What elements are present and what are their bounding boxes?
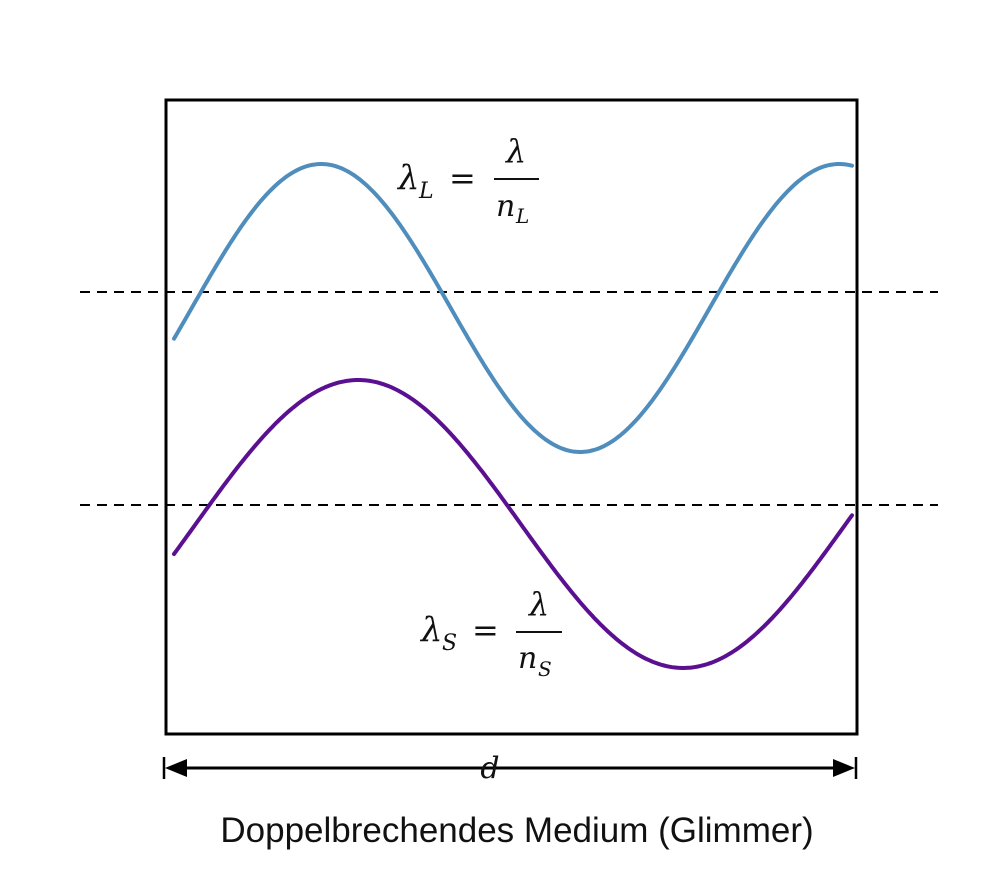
formula-short-denominator-subscript: S [538, 657, 552, 681]
formula-long-equals: = [449, 159, 476, 197]
formula-short-lhs-symbol: λ [419, 610, 443, 650]
formula-short-wave: λ S = λ n S [419, 585, 562, 681]
thickness-label: d [480, 751, 499, 786]
arrowhead-right [833, 759, 855, 777]
wave-long-wavelength [172, 162, 854, 454]
formula-long-lhs-symbol: λ [396, 158, 420, 198]
wave-short-wavelength [172, 378, 854, 670]
thickness-dimension: d [162, 751, 858, 786]
formula-long-lhs-subscript: L [418, 179, 434, 204]
formula-long-wave: λ L = λ n L [396, 132, 539, 228]
formula-short-denominator-symbol: n [518, 641, 537, 676]
formula-long-numerator: λ [504, 132, 526, 170]
formula-short-numerator: λ [527, 585, 549, 623]
formula-short-lhs-subscript: S [442, 631, 457, 656]
medium-frame [164, 98, 859, 736]
formula-long-denominator-symbol: n [496, 189, 515, 224]
arrowhead-left [165, 759, 187, 777]
formula-long-denominator-subscript: L [515, 204, 529, 228]
diagram-caption: Doppelbrechendes Medium (Glimmer) [220, 811, 813, 850]
formula-short-equals: = [472, 611, 499, 649]
